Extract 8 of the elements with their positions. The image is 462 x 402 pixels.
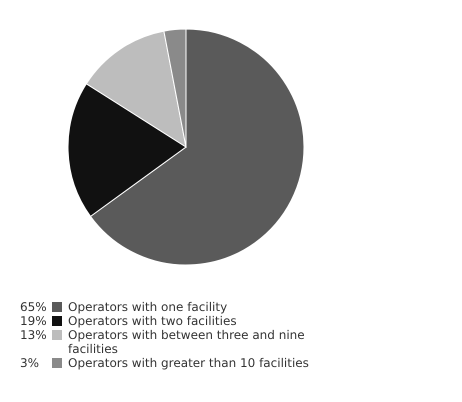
legend-label: Operators with two facilities bbox=[68, 314, 238, 328]
data-label: 13% bbox=[19, 328, 48, 342]
legend-label: Operators with greater than 10 facilities bbox=[68, 356, 310, 370]
data-label: 19% bbox=[19, 314, 48, 328]
data-label: 65% bbox=[19, 300, 48, 314]
data-label: 3% bbox=[19, 356, 40, 370]
legend-label: Operators with between three and nine facilities bbox=[68, 328, 306, 356]
legend-label: Operators with one facility bbox=[68, 300, 228, 314]
